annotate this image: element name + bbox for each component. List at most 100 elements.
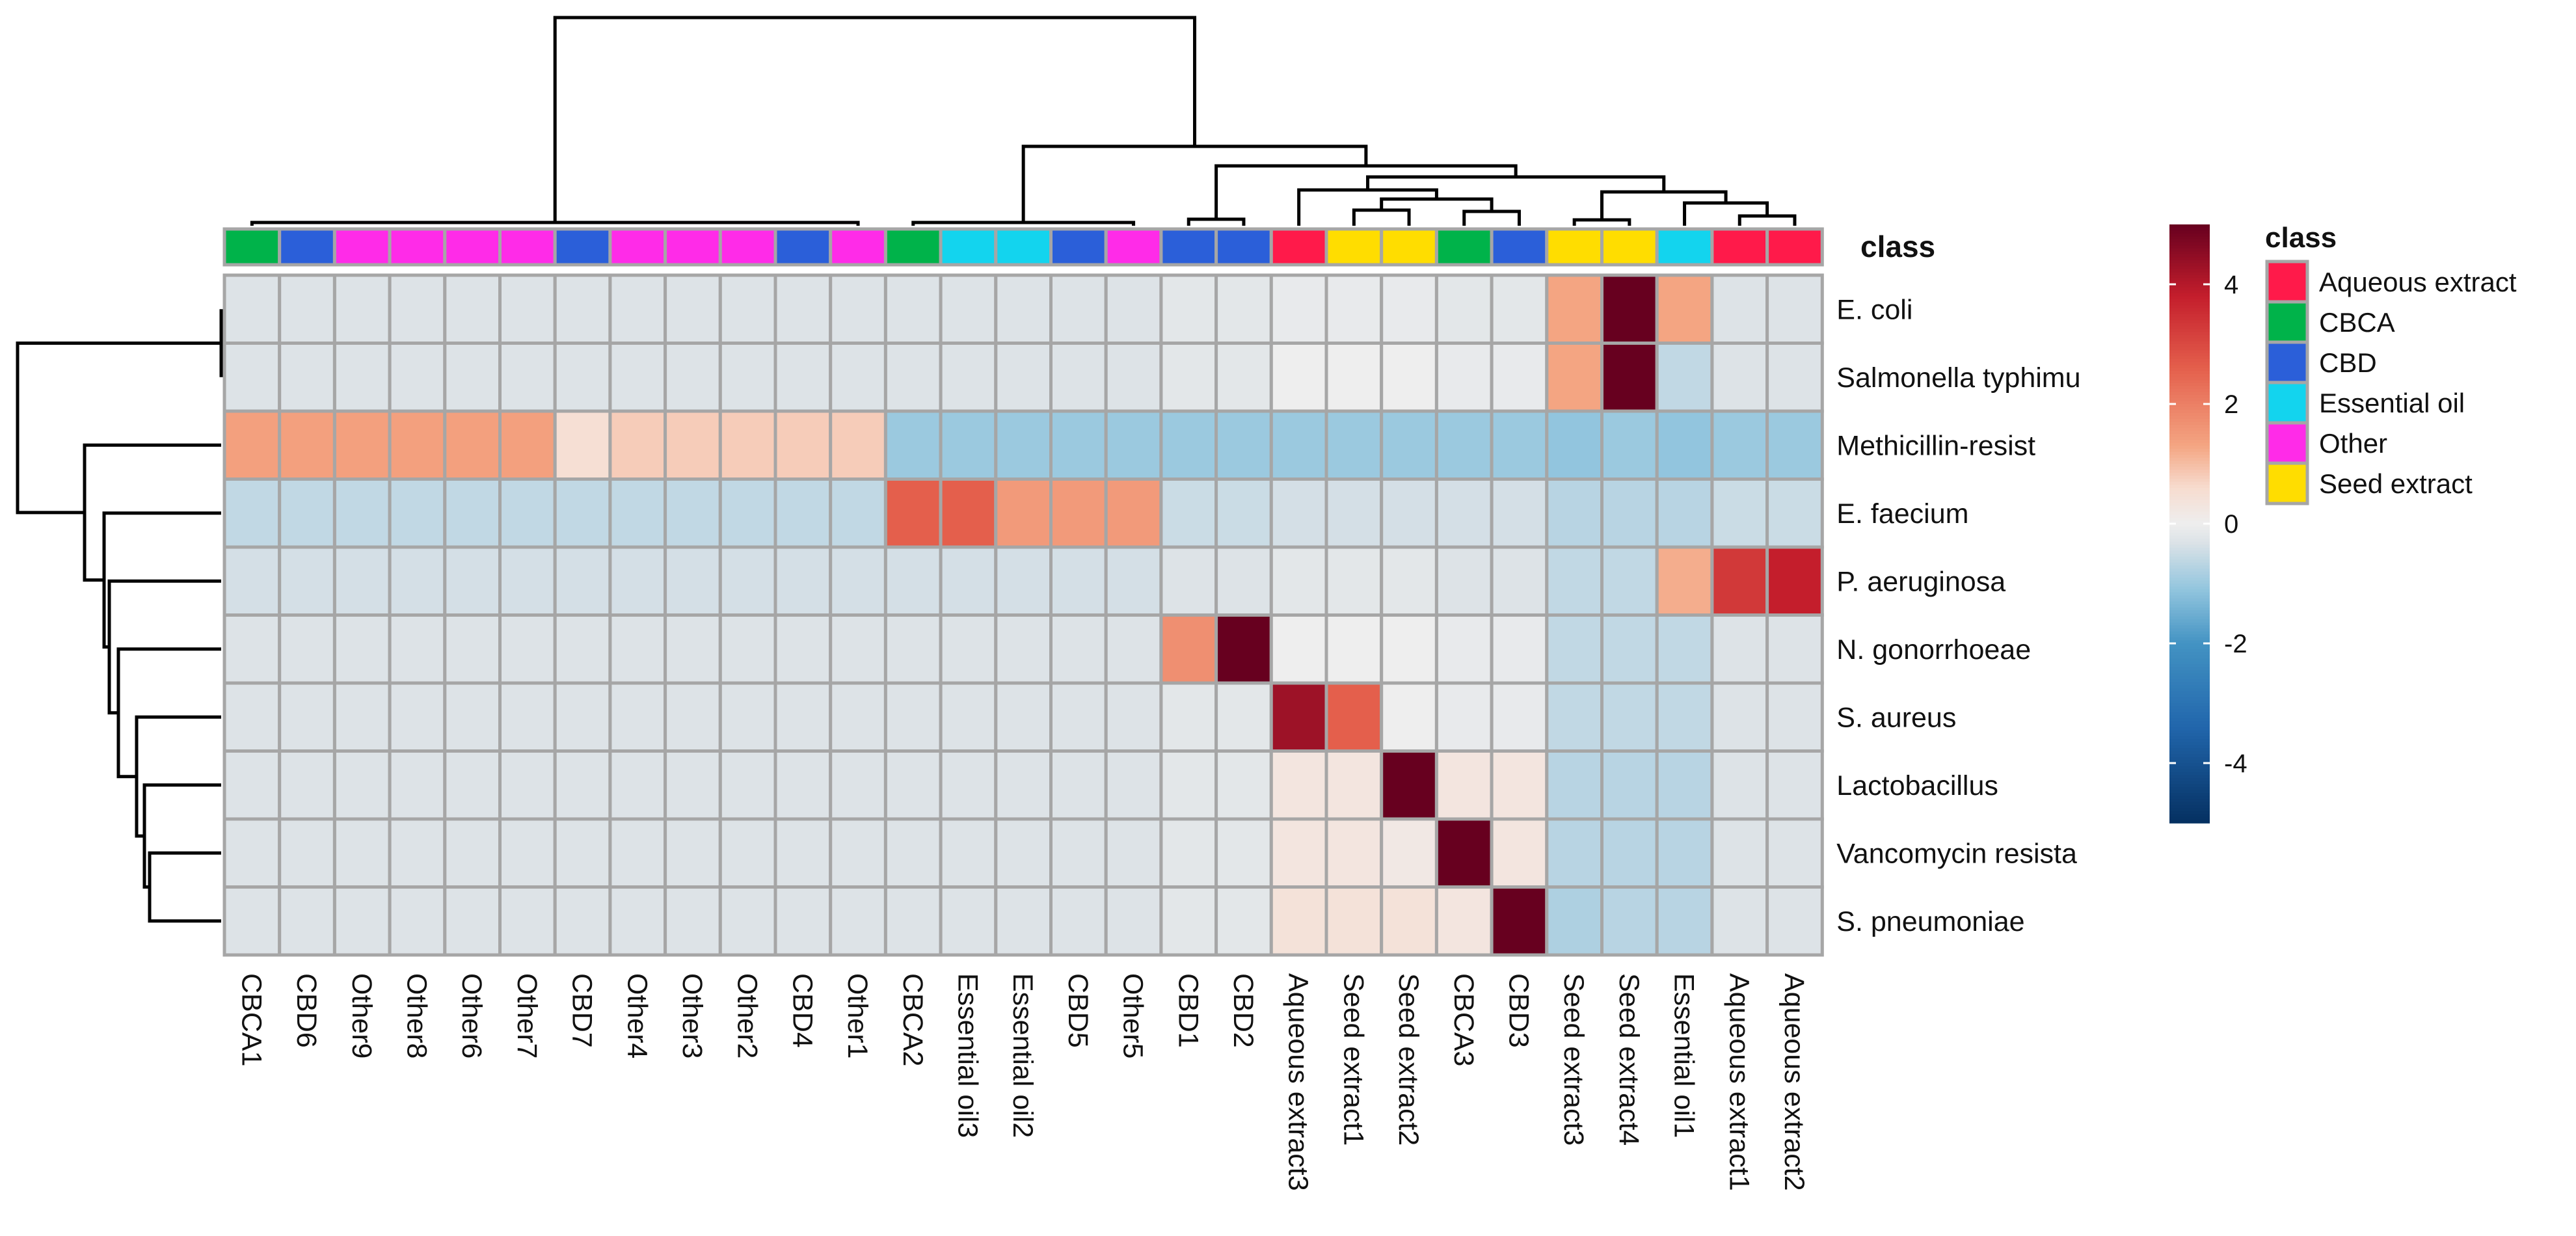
class-annotation-cell xyxy=(718,227,777,267)
class-annotation-cell xyxy=(443,227,502,267)
color-scale-segment xyxy=(2169,694,2210,698)
heatmap-cell xyxy=(1104,885,1163,957)
heatmap-cell xyxy=(1710,681,1769,753)
heatmap-cell xyxy=(773,545,833,617)
row-label: Methicillin-resist xyxy=(1836,430,2035,461)
heatmap-cell xyxy=(1765,613,1824,685)
heatmap-cell xyxy=(278,273,336,345)
class-annotation-cell xyxy=(1104,227,1163,267)
color-scale-segment xyxy=(2169,592,2210,597)
color-scale-segment xyxy=(2169,511,2210,515)
color-scale-segment xyxy=(2169,332,2210,336)
color-scale-segment xyxy=(2169,389,2210,393)
heatmap-cell xyxy=(1159,613,1218,685)
color-scale-segment xyxy=(2169,772,2210,776)
column-label: Essential oil3 xyxy=(952,973,983,1138)
dendrogram-branch xyxy=(1600,190,1728,220)
heatmap-cell xyxy=(939,545,998,617)
dendrogram-branch xyxy=(116,647,221,779)
heatmap-cell xyxy=(1490,409,1549,481)
heatmap-cell xyxy=(608,409,667,481)
color-scale-segment xyxy=(2169,589,2210,593)
heatmap-cell xyxy=(1655,273,1714,345)
color-scale-segment xyxy=(2169,598,2210,602)
heatmap-cell xyxy=(278,409,336,481)
heatmap-cell xyxy=(1765,342,1824,413)
color-scale-segment xyxy=(2169,820,2210,824)
heatmap-cell xyxy=(388,545,447,617)
color-scale-segment xyxy=(2169,745,2210,749)
heatmap-cell xyxy=(829,342,887,413)
color-scale-tick-label: -4 xyxy=(2224,749,2247,778)
heatmap-cell xyxy=(1104,749,1163,821)
color-scale-segment xyxy=(2169,640,2210,644)
heatmap-cell xyxy=(1159,477,1218,549)
heatmap-cell xyxy=(1434,545,1494,617)
heatmap-cell xyxy=(1380,885,1438,957)
color-scale-segment xyxy=(2169,479,2210,483)
heatmap-cell xyxy=(222,817,282,889)
heatmap-cell xyxy=(1600,342,1659,413)
class-annotation-cell xyxy=(1600,227,1659,267)
legend-swatch xyxy=(2265,300,2309,344)
color-scale-segment xyxy=(2169,535,2210,539)
color-scale-segment xyxy=(2169,814,2210,818)
heatmap-cell xyxy=(829,545,887,617)
heatmap-cell xyxy=(773,342,833,413)
column-label: Aqueous extract3 xyxy=(1283,973,1314,1191)
heatmap-cell xyxy=(718,545,777,617)
column-label: CBD1 xyxy=(1172,973,1203,1048)
heatmap-cell xyxy=(553,273,612,345)
color-scale-segment xyxy=(2169,786,2210,791)
color-scale-segment xyxy=(2169,451,2210,455)
heatmap-cell xyxy=(553,885,612,957)
heatmap-cell xyxy=(1214,817,1273,889)
heatmap-cell xyxy=(1049,749,1108,821)
color-scale-segment xyxy=(2169,446,2210,450)
heatmap-cell xyxy=(1214,545,1273,617)
heatmap-cell xyxy=(1434,885,1494,957)
color-scale-segment xyxy=(2169,679,2210,683)
column-label: Aqueous extract1 xyxy=(1723,973,1754,1191)
heatmap-cell xyxy=(1324,749,1384,821)
color-scale-segment xyxy=(2169,661,2210,665)
color-scale-segment xyxy=(2169,359,2210,363)
color-scale-segment xyxy=(2169,500,2210,504)
color-scale-segment xyxy=(2169,284,2210,288)
heatmap-cell xyxy=(1324,273,1384,345)
color-scale-segment xyxy=(2169,374,2210,378)
heatmap-cell xyxy=(498,613,557,685)
color-scale-segment xyxy=(2169,610,2210,614)
class-annotation-cell xyxy=(1380,227,1438,267)
class-annotation-cell xyxy=(1214,227,1273,267)
color-scale-segment xyxy=(2169,487,2210,492)
heatmap-cell xyxy=(222,545,282,617)
color-scale-segment xyxy=(2169,412,2210,417)
color-scale-segment xyxy=(2169,667,2210,671)
heatmap-cell xyxy=(1490,749,1549,821)
heatmap-cell xyxy=(1545,409,1604,481)
color-scale-segment xyxy=(2169,625,2210,629)
color-scale-segment xyxy=(2169,763,2210,767)
heatmap-cell xyxy=(1324,681,1384,753)
heatmap-cell xyxy=(994,817,1053,889)
heatmap-cell xyxy=(718,613,777,685)
heatmap-cell xyxy=(1490,817,1549,889)
color-scale-segment xyxy=(2169,766,2210,770)
heatmap-cell xyxy=(718,885,777,957)
color-scale-segment xyxy=(2169,613,2210,617)
color-scale-segment xyxy=(2169,254,2210,258)
class-annotation-cell xyxy=(1269,227,1328,267)
color-scale-segment xyxy=(2169,485,2210,489)
heatmap-cell xyxy=(1765,749,1824,821)
color-scale-segment xyxy=(2169,547,2210,552)
heatmap-cell xyxy=(1545,477,1604,549)
heatmap-cell xyxy=(1434,681,1494,753)
heatmap-cell xyxy=(443,545,502,617)
heatmap-cell xyxy=(498,681,557,753)
dendrogram-branch xyxy=(1572,218,1631,226)
heatmap-cell xyxy=(1434,477,1494,549)
heatmap-cell xyxy=(718,681,777,753)
color-scale-tick-label: 2 xyxy=(2224,390,2238,419)
heatmap-cell xyxy=(222,342,282,413)
